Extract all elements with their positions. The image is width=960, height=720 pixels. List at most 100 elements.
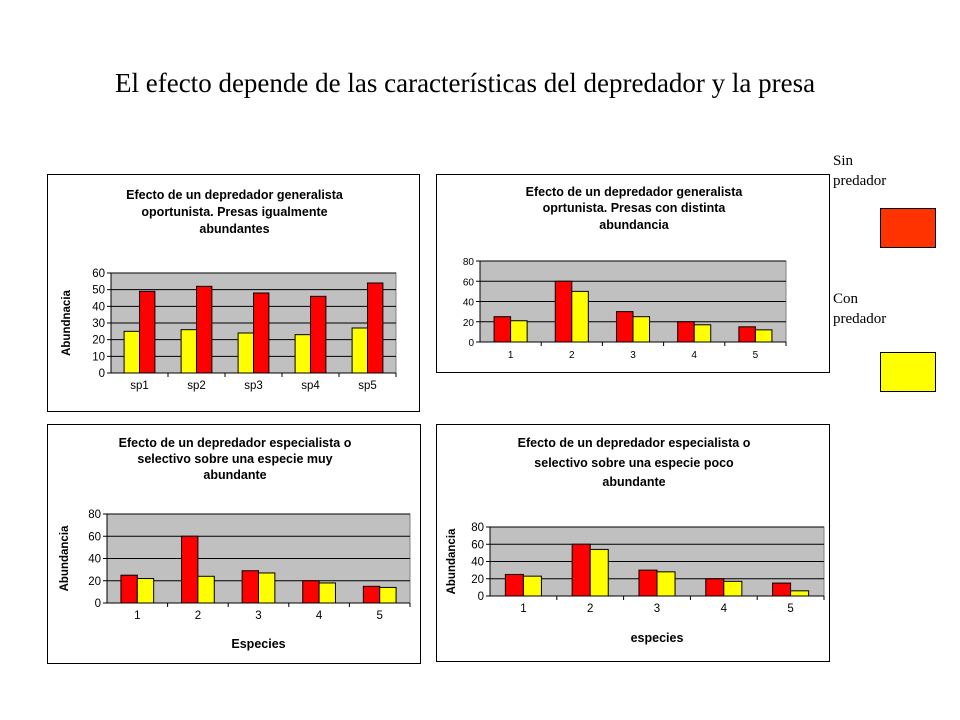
legend-swatch-con-predador: [880, 352, 936, 392]
x-tick-label: 4: [316, 610, 323, 622]
y-tick-label: 40: [463, 298, 475, 309]
y-tick-label: 0: [478, 591, 484, 603]
chart-title-line: selectivo sobre una especie muy: [137, 452, 332, 466]
x-tick-label: 1: [134, 610, 140, 622]
chart-title-line: oportunista. Presas igualmente: [141, 205, 327, 219]
bar: [253, 292, 270, 374]
bar: [571, 543, 591, 597]
chart-especialista-muy-abundante: Efecto de un depredador especialista o se…: [47, 424, 421, 664]
x-tick-label: 1: [520, 603, 526, 615]
chart-generalista-distinta-abundancia: Efecto de un depredador generalista oprtu…: [436, 174, 830, 373]
x-tick-label: sp1: [130, 380, 149, 392]
chart-svg: Efecto de un depredador especialista o se…: [59, 436, 411, 651]
chart-title-line: abundancia: [599, 218, 670, 232]
bar: [136, 578, 155, 604]
bar: [754, 329, 773, 343]
bar: [302, 580, 320, 604]
bar: [180, 329, 198, 374]
chart-title-line: Efecto de un depredador especialista o: [518, 436, 751, 450]
y-axis-label: Abundancia: [446, 528, 458, 594]
y-tick-label: 0: [99, 368, 105, 380]
bar: [379, 586, 397, 604]
bar: [120, 574, 138, 604]
legend-label-con-predador: Con predador: [833, 289, 886, 329]
x-tick-label: 2: [569, 350, 575, 361]
chart-title-line: abundante: [602, 475, 665, 489]
bar: [589, 548, 609, 597]
x-tick-label: sp2: [187, 380, 206, 392]
legend-label-sin-predador: Sin predador: [833, 151, 886, 191]
bar: [351, 327, 368, 374]
bar: [318, 582, 336, 604]
y-tick-label: 20: [92, 335, 105, 347]
y-tick-label: 60: [471, 539, 484, 551]
y-tick-label: 80: [471, 522, 484, 534]
y-tick-label: 60: [463, 277, 475, 288]
y-tick-label: 40: [88, 554, 101, 566]
bar: [493, 316, 512, 343]
x-tick-label: 3: [630, 350, 636, 361]
chart-especialista-poco-abundante: Efecto de un depredador especialista o se…: [436, 424, 830, 662]
bar: [123, 330, 141, 374]
bar: [367, 282, 384, 374]
legend-label-line: predador: [833, 311, 887, 327]
bar: [294, 334, 312, 374]
chart-title-line: selectivo sobre una especie poco: [534, 456, 734, 470]
bar: [258, 572, 276, 604]
bar: [241, 570, 259, 604]
y-tick-label: 80: [463, 257, 475, 268]
bar: [571, 290, 589, 343]
bar: [772, 582, 792, 597]
x-tick-label: 1: [508, 350, 514, 361]
y-tick-label: 20: [88, 576, 101, 588]
bar: [504, 573, 524, 597]
x-tick-label: sp5: [358, 380, 377, 392]
bar: [181, 535, 199, 604]
bar: [638, 569, 658, 597]
x-tick-label: 5: [787, 603, 793, 615]
bar: [790, 590, 810, 597]
bar: [656, 571, 676, 597]
y-tick-label: 40: [471, 557, 484, 569]
y-tick-label: 30: [92, 318, 105, 330]
bar: [632, 316, 651, 343]
bar: [310, 295, 327, 374]
chart-title-line: Efecto de un depredador generalista: [526, 185, 744, 199]
x-tick-label: sp3: [244, 380, 263, 392]
y-tick-label: 40: [92, 301, 105, 313]
y-tick-label: 60: [88, 531, 101, 543]
legend-label-line: Con: [833, 291, 859, 307]
bar: [197, 575, 215, 604]
x-tick-label: 4: [721, 603, 728, 615]
x-axis-label: Especies: [231, 637, 285, 651]
bar: [615, 311, 634, 343]
y-tick-label: 0: [95, 598, 101, 610]
legend-swatch-sin-predador: [880, 208, 936, 248]
chart-svg: Efecto de un depredador generalista oprtu…: [463, 185, 787, 361]
y-tick-label: 20: [463, 318, 475, 329]
bar: [723, 580, 743, 597]
y-tick-label: 10: [92, 351, 105, 363]
y-tick-label: 50: [92, 285, 105, 297]
chart-generalista-igualmente-abundantes: Efecto de un depredador generalista oport…: [47, 174, 420, 412]
chart-svg: Efecto de un depredador generalista oport…: [61, 188, 397, 392]
x-tick-label: 3: [255, 610, 261, 622]
y-tick-label: 20: [471, 574, 484, 586]
x-tick-label: 5: [376, 610, 382, 622]
bar: [554, 280, 573, 343]
chart-title-line: Efecto de un depredador especialista o: [119, 436, 352, 450]
bar: [677, 321, 695, 343]
x-axis-label: especies: [631, 631, 684, 645]
x-tick-label: 2: [587, 603, 593, 615]
legend-label-line: predador: [833, 173, 887, 189]
y-tick-label: 60: [92, 268, 105, 280]
y-tick-label: 0: [468, 338, 474, 349]
x-tick-label: 5: [753, 350, 759, 361]
slide-title: El efecto depende de las características…: [115, 68, 816, 98]
bar: [693, 324, 712, 343]
bar: [237, 332, 255, 374]
bar: [510, 320, 528, 343]
chart-title-line: abundante: [203, 468, 266, 482]
chart-svg: Efecto de un depredador especialista o se…: [446, 436, 825, 645]
y-tick-label: 80: [88, 509, 101, 521]
